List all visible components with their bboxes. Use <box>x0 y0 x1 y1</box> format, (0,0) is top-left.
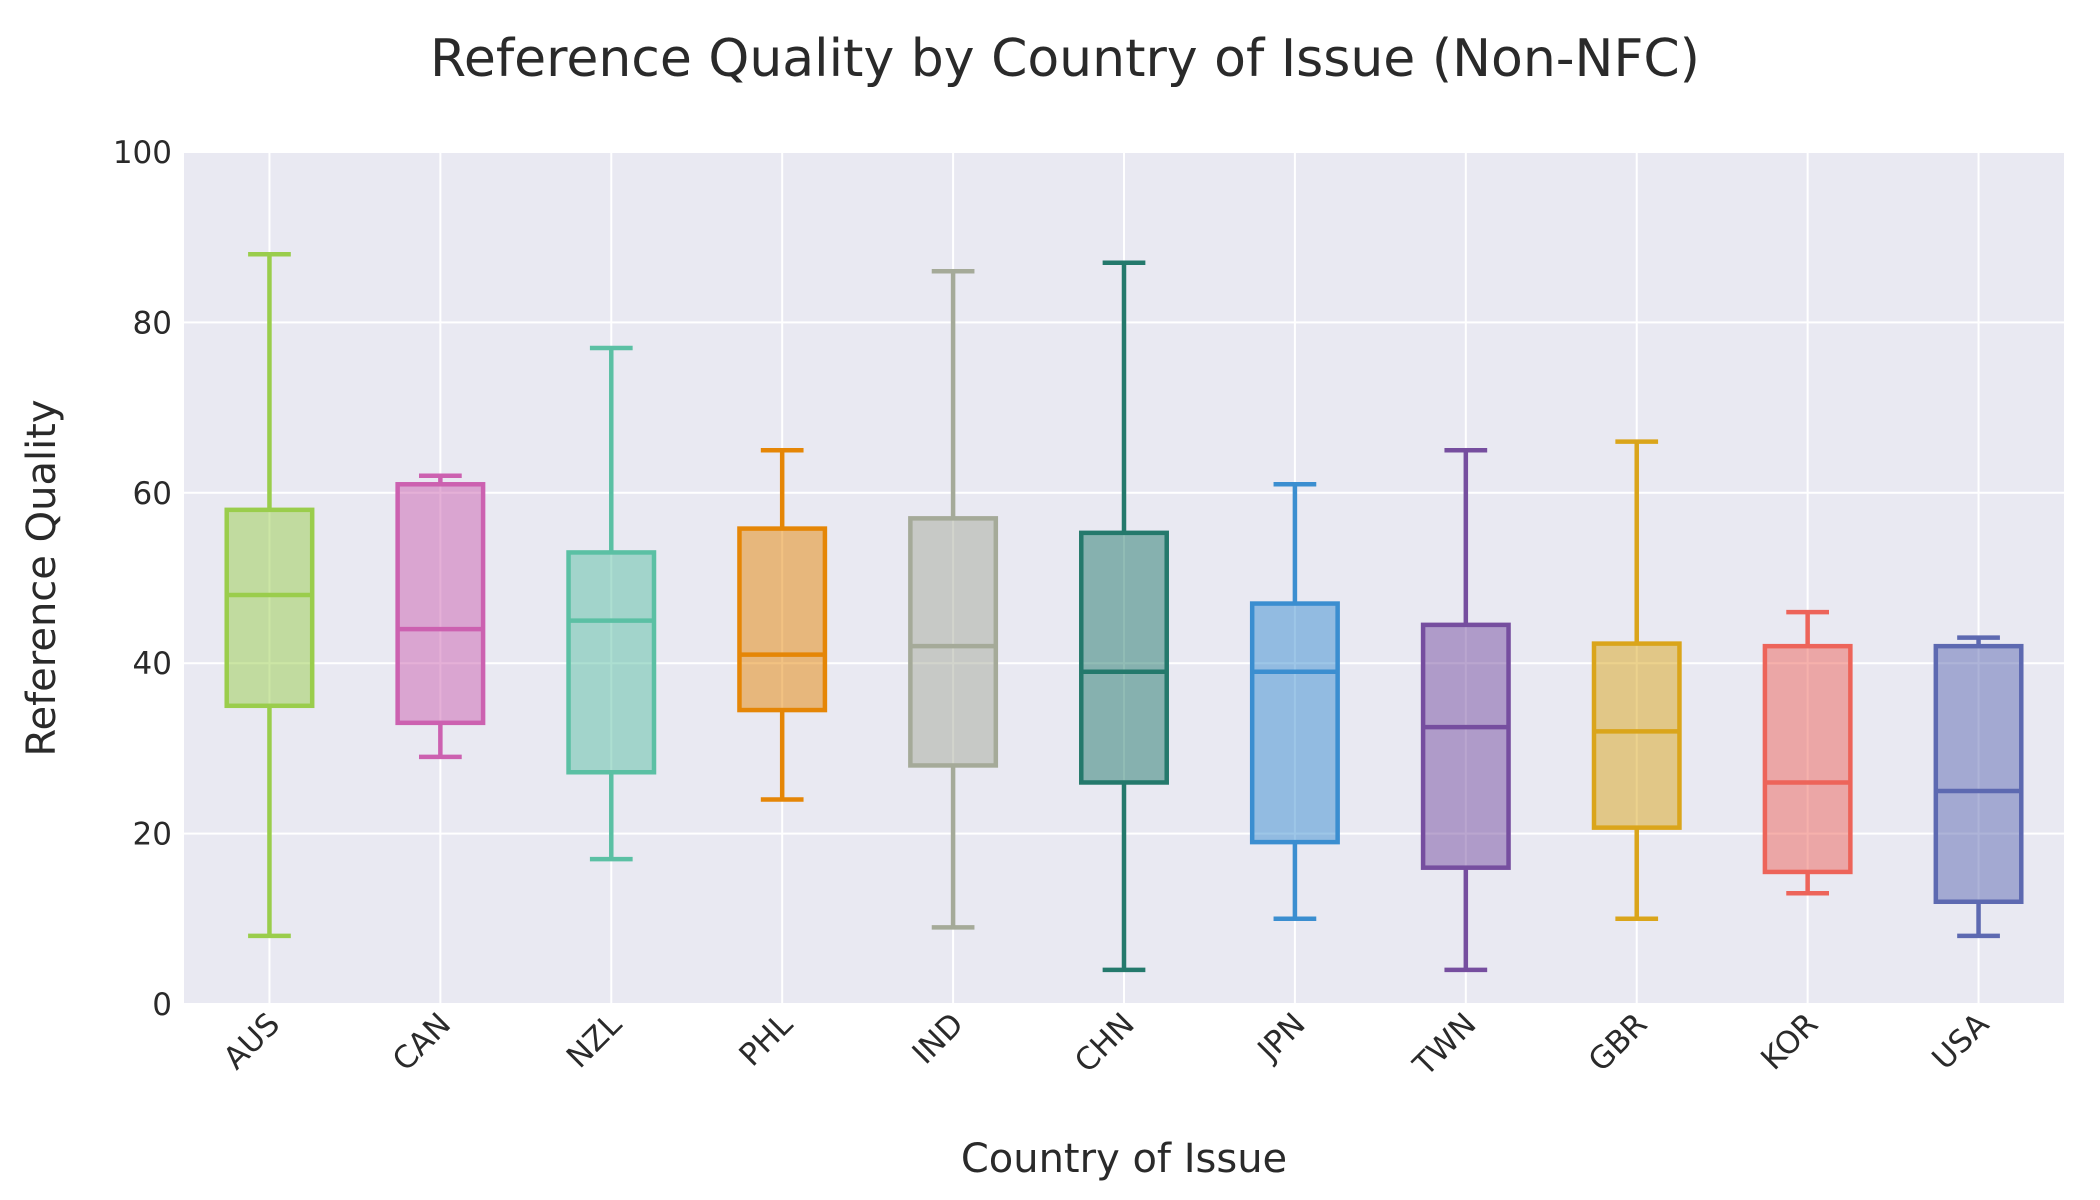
x-tick-label: NZL <box>560 1006 630 1076</box>
chart-title: Reference Quality by Country of Issue (N… <box>430 29 1700 89</box>
x-tick-label: JPN <box>1250 1006 1313 1069</box>
iqr-box <box>908 516 999 768</box>
x-tick-label: KOR <box>1754 1006 1825 1077</box>
x-tick-label: AUS <box>217 1006 287 1076</box>
x-tick-label: CHN <box>1068 1006 1142 1080</box>
y-tick-label: 100 <box>113 135 172 171</box>
box-usa[interactable] <box>1933 635 2024 939</box>
box-twn[interactable] <box>1420 447 1511 973</box>
box-jpn[interactable] <box>1249 482 1340 922</box>
x-tick-label: IND <box>906 1006 971 1071</box>
iqr-box <box>1762 643 1853 875</box>
y-tick-label: 60 <box>133 476 172 512</box>
box-phl[interactable] <box>737 447 828 802</box>
boxes <box>224 251 2024 973</box>
box-gbr[interactable] <box>1591 439 1682 922</box>
x-tick-label: CAN <box>386 1006 458 1078</box>
x-axis-ticks: AUS CAN NZL PHL IND CHN JPN TWN GBR KOR USA <box>217 1006 1997 1084</box>
box-can[interactable] <box>395 473 486 760</box>
y-tick-label: 40 <box>133 646 172 682</box>
box-ind[interactable] <box>908 269 999 930</box>
x-tick-label: PHL <box>732 1006 800 1074</box>
x-tick-label: TWN <box>1406 1006 1484 1084</box>
iqr-box <box>1420 622 1511 870</box>
box-chn[interactable] <box>1079 260 1169 973</box>
y-tick-label: 20 <box>133 817 172 853</box>
iqr-box <box>1933 643 2024 905</box>
iqr-box <box>395 482 486 726</box>
box-nzl[interactable] <box>566 345 657 862</box>
iqr-box <box>566 550 657 775</box>
box-kor[interactable] <box>1762 609 1853 896</box>
y-tick-label: 0 <box>152 987 172 1023</box>
x-tick-label: GBR <box>1582 1006 1655 1079</box>
y-axis-title: Reference Quality <box>19 399 65 756</box>
box-aus[interactable] <box>224 251 315 939</box>
y-axis-ticks: 0 20 40 60 80 100 <box>113 135 172 1023</box>
y-tick-label: 80 <box>133 305 172 341</box>
x-axis-title: Country of Issue <box>961 1136 1287 1182</box>
iqr-box <box>224 507 315 709</box>
x-tick-label: USA <box>1925 1006 1996 1077</box>
iqr-box <box>1079 530 1169 785</box>
iqr-box <box>1591 641 1682 830</box>
iqr-box <box>1249 601 1340 845</box>
iqr-box <box>737 526 828 713</box>
